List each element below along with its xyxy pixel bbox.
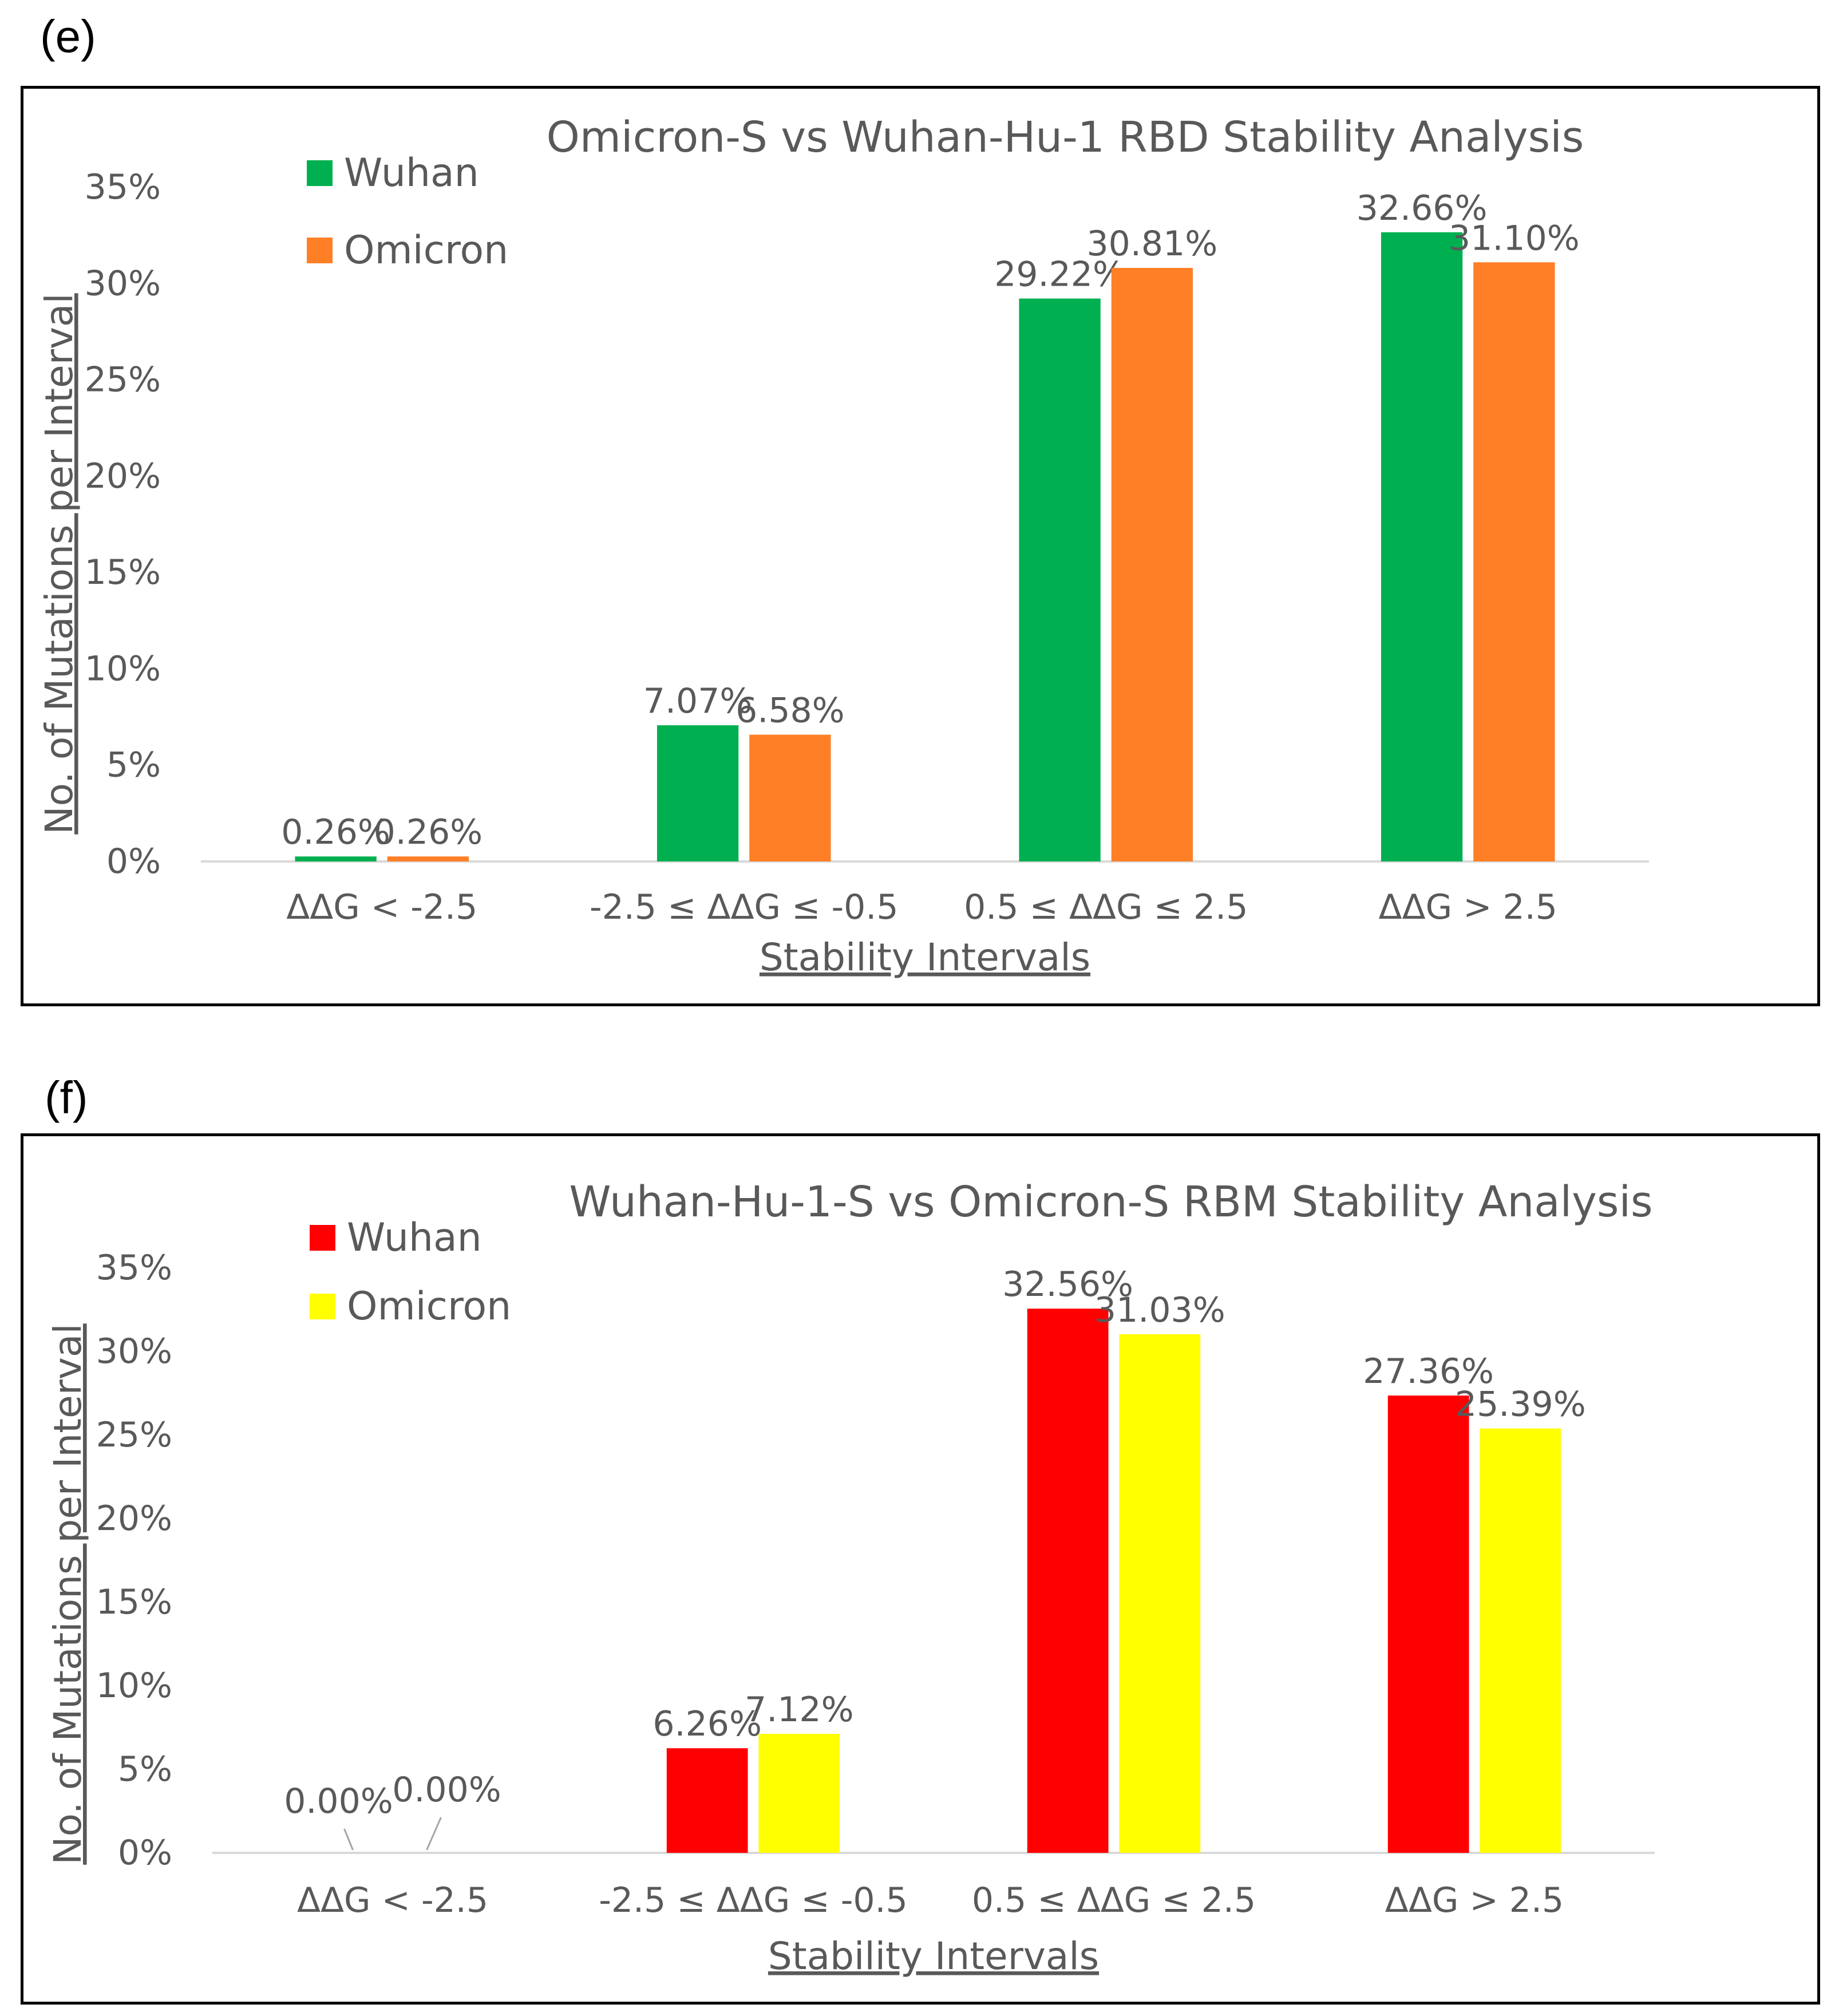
data-label: 7.12% (745, 1690, 854, 1730)
bar-wuhan-4 (1387, 1396, 1469, 1853)
data-label: 32.66% (1357, 188, 1488, 228)
data-label: 29.22% (994, 255, 1125, 295)
y-tick-label: 25% (96, 1415, 172, 1455)
y-tick-label: 10% (85, 649, 161, 689)
x-category-label: 0.5 ≤ ΔΔG ≤ 2.5 (964, 887, 1248, 927)
data-label: 31.03% (1094, 1290, 1225, 1330)
y-tick-label: 30% (96, 1331, 172, 1371)
bar-wuhan-1 (295, 856, 377, 861)
data-label: 6.26% (652, 1704, 762, 1744)
x-category-label: -2.5 ≤ ΔΔG ≤ -0.5 (590, 887, 899, 927)
x-category-label: -2.5 ≤ ΔΔG ≤ -0.5 (599, 1880, 908, 1920)
data-label: 27.36% (1363, 1351, 1494, 1392)
y-axis-title: No. of Mutations per Interval (37, 293, 81, 834)
bar-omicron-3 (1111, 268, 1193, 861)
y-tick-label: 15% (96, 1582, 172, 1622)
y-tick-label: 0% (118, 1833, 172, 1873)
x-category-label: ΔΔG > 2.5 (1385, 1880, 1564, 1920)
data-label-leader (343, 1828, 354, 1851)
data-label: 0.26% (374, 812, 483, 852)
bar-omicron-2 (758, 1734, 840, 1853)
y-tick-label: 15% (85, 552, 161, 592)
legend-label-omicron: Omicron (347, 1284, 511, 1329)
bar-wuhan-3 (1019, 298, 1101, 861)
x-category-label: 0.5 ≤ ΔΔG ≤ 2.5 (972, 1880, 1256, 1920)
chart-frame-f: Wuhan-Hu-1-S vs Omicron-S RBM Stability … (21, 1133, 1820, 2005)
bar-wuhan-2 (666, 1748, 748, 1853)
data-label: 31.10% (1449, 218, 1580, 258)
x-category-label: ΔΔG < -2.5 (297, 1880, 488, 1920)
y-axis-title: No. of Mutations per Interval (46, 1323, 90, 1864)
bar-wuhan-4 (1381, 232, 1463, 862)
y-tick-label: 20% (96, 1499, 172, 1539)
panel-label-f: (f) (45, 1072, 88, 1123)
legend-label-omicron: Omicron (344, 228, 508, 273)
chart-frame-e: Omicron-S vs Wuhan-Hu-1 RBD Stability An… (21, 86, 1820, 1006)
bar-chart-f: Wuhan-Hu-1-S vs Omicron-S RBM Stability … (46, 1177, 1655, 1978)
bar-omicron-2 (749, 734, 831, 861)
chart-title: Omicron-S vs Wuhan-Hu-1 RBD Stability An… (547, 113, 1584, 162)
data-label-leader (426, 1817, 442, 1851)
y-tick-label: 35% (85, 167, 161, 207)
y-tick-label: 10% (96, 1666, 172, 1706)
data-label: 0.26% (281, 812, 390, 852)
y-tick-label: 5% (118, 1749, 172, 1789)
legend-swatch-wuhan (310, 1225, 335, 1251)
panel-label-e: (e) (40, 11, 96, 62)
bar-omicron-4 (1480, 1428, 1561, 1853)
data-label: 32.56% (1002, 1264, 1133, 1305)
x-axis-title: Stability Intervals (760, 935, 1090, 979)
y-tick-label: 25% (85, 360, 161, 400)
legend-swatch-omicron (310, 1294, 335, 1319)
data-label: 25.39% (1455, 1385, 1586, 1425)
data-label: 0.00% (284, 1781, 393, 1821)
data-label: 0.00% (392, 1770, 501, 1810)
legend-label-wuhan: Wuhan (347, 1215, 482, 1260)
bar-omicron-3 (1119, 1334, 1201, 1853)
x-axis-title: Stability Intervals (768, 1934, 1099, 1978)
bar-omicron-1 (387, 856, 469, 861)
bar-wuhan-2 (657, 725, 739, 861)
y-tick-label: 30% (85, 263, 161, 303)
data-label: 6.58% (735, 691, 845, 731)
legend-swatch-wuhan (307, 160, 333, 186)
y-tick-label: 0% (106, 841, 161, 881)
bar-wuhan-3 (1027, 1309, 1109, 1853)
data-label: 30.81% (1087, 224, 1218, 264)
x-category-label: ΔΔG > 2.5 (1379, 887, 1557, 927)
chart-title: Wuhan-Hu-1-S vs Omicron-S RBM Stability … (569, 1177, 1652, 1227)
x-category-label: ΔΔG < -2.5 (286, 887, 477, 927)
bar-omicron-4 (1473, 262, 1555, 862)
y-tick-label: 20% (85, 456, 161, 496)
y-tick-label: 35% (96, 1248, 172, 1288)
data-label: 7.07% (643, 681, 753, 721)
bar-chart-e: Omicron-S vs Wuhan-Hu-1 RBD Stability An… (37, 113, 1649, 979)
y-tick-label: 5% (106, 745, 161, 785)
legend-swatch-omicron (307, 238, 333, 263)
legend-label-wuhan: Wuhan (344, 151, 479, 196)
